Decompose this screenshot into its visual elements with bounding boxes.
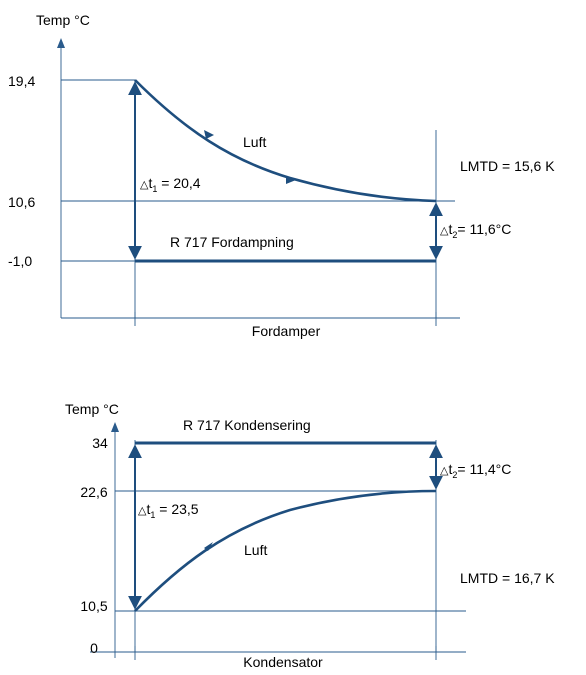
condenser-tick-label: 34	[92, 435, 108, 451]
evaporator-tick-label: 19,4	[8, 73, 35, 89]
evaporator-y-axis-label: Temp °C	[36, 12, 90, 28]
evaporator-curve-label: Luft	[243, 134, 266, 150]
condenser-curve-label: Luft	[244, 542, 267, 558]
condenser-dt1-label: △t1 = 23,5	[138, 501, 199, 520]
condenser-tick-label: 0	[90, 640, 98, 656]
evaporator-curve-arrow-icon	[204, 130, 214, 139]
delta-icon: △	[140, 179, 149, 191]
evaporator-dt2-label: △t2= 11,6°C	[440, 221, 511, 240]
evaporator-tick-label: 10,6	[8, 194, 35, 210]
condenser-tick-label: 10,5	[80, 598, 107, 614]
evaporator-tick-label: -1,0	[8, 253, 32, 269]
evaporator-y-axis-arrow-icon	[57, 38, 65, 48]
condenser-tick-label: 22,6	[80, 484, 107, 500]
condenser-dt2-label: △t2= 11,4°C	[440, 461, 511, 480]
delta-icon: △	[440, 225, 449, 237]
delta-icon: △	[138, 505, 147, 517]
delta-icon: △	[440, 465, 449, 477]
evaporator-curve-arrow-icon	[286, 176, 296, 184]
condenser-diagram: Temp °C Kondensator 34 22,6 10,5 0 R 717…	[65, 401, 555, 670]
evaporator-lmtd: LMTD = 15,6 K	[460, 158, 555, 174]
condenser-y-axis-label: Temp °C	[65, 401, 119, 417]
condenser-curve-arrow-icon	[204, 542, 213, 551]
condenser-caption: Kondensator	[243, 654, 323, 670]
evaporator-diagram: Temp °C Fordamper 19,4 10,6 -1,0 Luft R …	[8, 12, 555, 339]
condenser-y-axis-arrow-icon	[111, 422, 119, 432]
evaporator-refrigerant-label: R 717 Fordampning	[170, 234, 294, 250]
evaporator-caption: Fordamper	[252, 323, 321, 339]
evaporator-dt1-label: △t1 = 20,4	[140, 175, 201, 194]
condenser-lmtd: LMTD = 16,7 K	[460, 570, 555, 586]
condenser-air-curve	[134, 489, 437, 612]
condenser-refrigerant-label: R 717 Kondensering	[183, 417, 311, 433]
